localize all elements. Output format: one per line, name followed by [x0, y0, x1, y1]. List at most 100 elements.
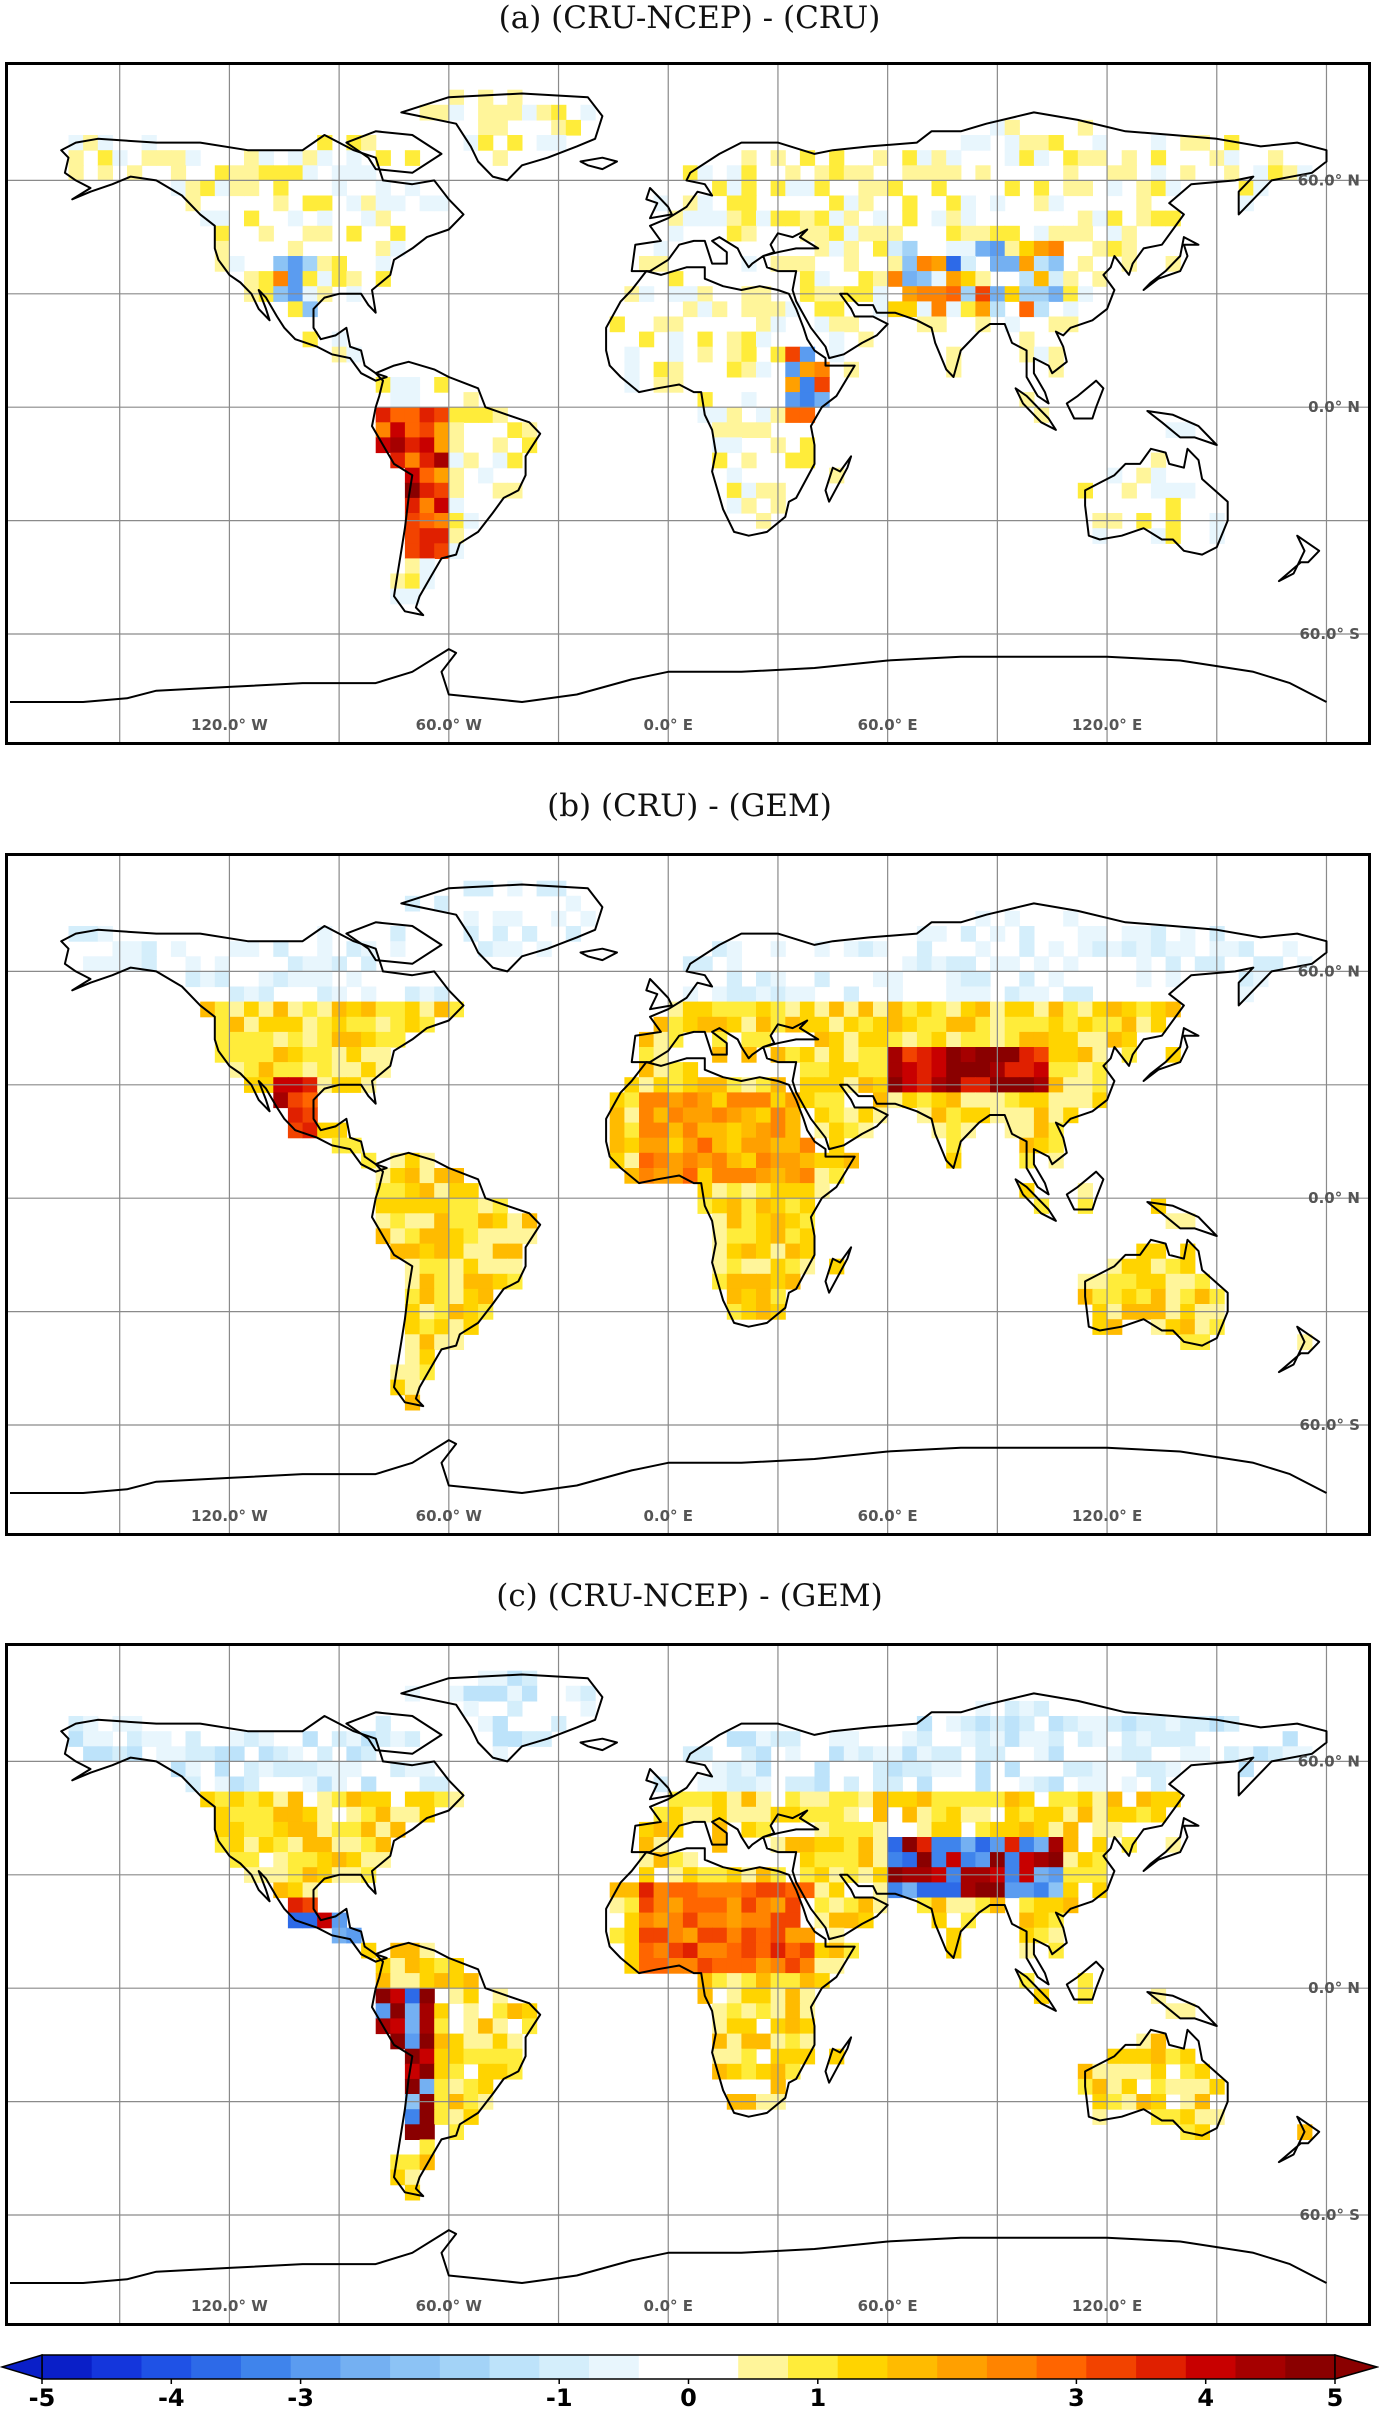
data-cell — [1092, 1821, 1108, 1838]
data-cell — [434, 452, 450, 469]
data-cell — [375, 150, 391, 166]
data-cell — [829, 1791, 845, 1808]
data-cell — [814, 1152, 830, 1169]
data-cell — [1048, 1852, 1064, 1868]
data-cell — [1033, 1912, 1050, 1929]
data-cell — [1224, 135, 1240, 151]
data-cell — [478, 135, 494, 151]
data-cell — [858, 165, 874, 181]
data-cell — [1150, 467, 1167, 484]
data-cell — [756, 361, 772, 378]
data-cell — [712, 1107, 728, 1124]
data-cell — [960, 1897, 976, 1914]
data-cell — [478, 1685, 494, 1702]
data-cell — [404, 2154, 421, 2171]
data-cell — [741, 1031, 757, 1048]
data-cell — [975, 1062, 991, 1078]
data-cell — [1077, 150, 1093, 166]
data-cell — [185, 971, 201, 988]
data-cell — [141, 1731, 157, 1747]
data-cell — [1092, 926, 1108, 942]
data-cell — [390, 1821, 406, 1838]
lon-label: 60.0° W — [416, 1507, 483, 1525]
data-cell — [799, 1198, 816, 1214]
iceland-coastline — [579, 947, 618, 962]
data-cell — [273, 1882, 289, 1899]
data-cell — [843, 1791, 859, 1808]
data-cell — [960, 210, 976, 227]
data-cell — [1092, 1273, 1108, 1290]
data-cell — [741, 301, 757, 318]
data-cell — [785, 1107, 801, 1124]
data-cell — [975, 1791, 991, 1808]
data-cell — [1063, 1852, 1079, 1868]
data-cell — [507, 135, 523, 151]
data-cell — [843, 1731, 859, 1747]
colorbar-swatch — [788, 2355, 839, 2379]
data-cell — [814, 971, 830, 988]
data-cell — [624, 1927, 640, 1944]
data-cell — [639, 1882, 655, 1899]
data-cell — [726, 165, 742, 181]
data-cell — [624, 1092, 640, 1109]
data-cell — [756, 1761, 772, 1778]
data-cell — [843, 1746, 859, 1762]
data-cell — [448, 1273, 464, 1290]
data-cell — [682, 1062, 699, 1078]
data-cell — [682, 1852, 699, 1868]
colorbar-swatch — [638, 2355, 689, 2379]
data-cell — [785, 2003, 801, 2019]
data-cell — [843, 210, 859, 227]
data-cell — [902, 210, 918, 227]
data-cell — [141, 941, 157, 957]
data-cell — [492, 1670, 508, 1687]
colorbar-swatch — [240, 2355, 292, 2379]
data-cell — [756, 1776, 772, 1793]
data-cell — [404, 1973, 421, 1989]
data-cell — [434, 1183, 450, 1199]
data-cell — [1268, 165, 1284, 181]
data-cell — [741, 1882, 757, 1899]
colorbar-tick-label: -1 — [546, 2384, 573, 2412]
data-cell — [873, 1016, 889, 1033]
data-cell — [361, 1001, 377, 1018]
data-cell — [302, 271, 318, 287]
data-cell — [302, 1882, 318, 1899]
greenland-coastline — [400, 1673, 604, 1763]
data-cell — [785, 1942, 801, 1959]
data-cell — [463, 392, 479, 408]
data-cell — [1063, 986, 1079, 1003]
data-cell — [302, 225, 318, 242]
data-cell — [960, 256, 976, 272]
data-cell — [1048, 271, 1064, 287]
data-cell — [785, 986, 801, 1003]
data-cell — [799, 1047, 816, 1063]
data-cell — [873, 1031, 889, 1048]
data-cell — [726, 1183, 742, 1199]
data-cell — [273, 1047, 289, 1063]
data-cell — [814, 225, 830, 242]
data-cell — [712, 407, 728, 423]
data-cell — [404, 573, 421, 590]
data-cell — [1004, 180, 1020, 197]
data-cell — [726, 1912, 742, 1929]
data-cell — [902, 1746, 918, 1762]
data-cell — [1019, 1806, 1035, 1823]
data-cell — [668, 1152, 684, 1169]
data-cell — [960, 1716, 976, 1732]
data-cell — [361, 1062, 377, 1078]
data-cell — [960, 301, 976, 318]
data-cell — [741, 1776, 757, 1793]
data-cell — [829, 1062, 845, 1078]
data-cell — [1004, 316, 1020, 333]
data-cell — [404, 1791, 421, 1808]
data-cell — [960, 1837, 976, 1853]
data-cell — [507, 104, 523, 121]
data-cell — [668, 1062, 684, 1078]
data-cell — [419, 1016, 435, 1033]
data-cell — [814, 1092, 830, 1109]
data-cell — [229, 1791, 245, 1808]
data-cell — [1121, 1273, 1137, 1290]
data-cell — [375, 422, 391, 438]
data-cell — [1048, 346, 1064, 363]
